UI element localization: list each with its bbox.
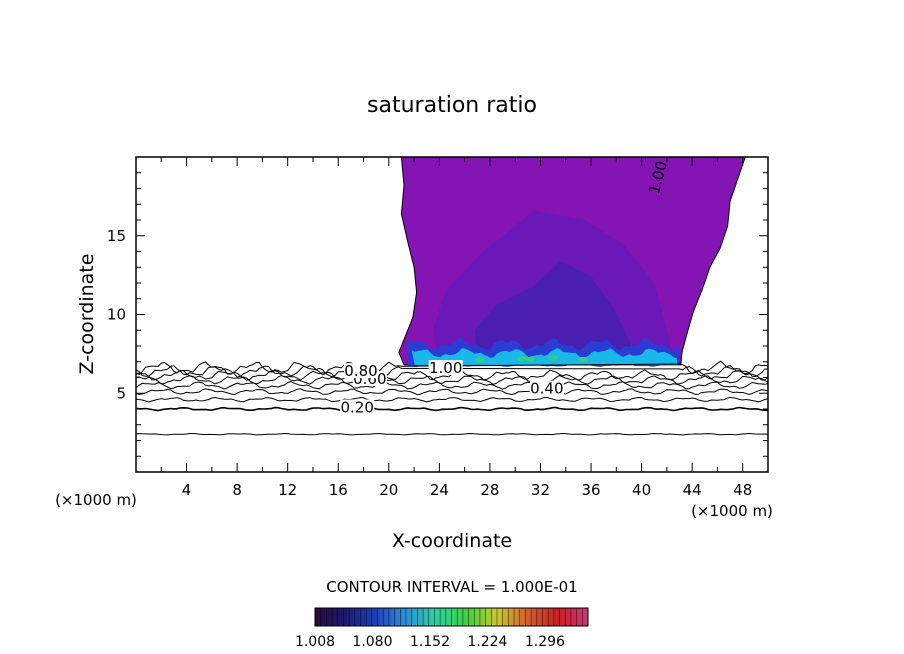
colorbar-label: 1.152: [410, 634, 450, 650]
contour-lines: [135, 360, 769, 436]
y-tick-label: 10: [107, 306, 126, 324]
contour-line-0.2: [135, 406, 769, 412]
contour-label: 0.40: [530, 380, 563, 398]
contour-label-bg: [343, 363, 378, 379]
contour-line-0.8: [135, 364, 769, 378]
y-axis-ticks: 5 10 15: [107, 172, 768, 457]
contour-line-0.6: [135, 374, 769, 385]
x-tick-label: 44: [683, 481, 702, 499]
contour-label: 0.80: [344, 362, 377, 380]
x-tick-label: 32: [531, 481, 550, 499]
x-tick-label: 40: [632, 481, 651, 499]
high-saturation-spot: [516, 356, 527, 362]
saturation-fill-region: [398, 156, 746, 367]
x-unit-right: (×1000 m): [691, 502, 773, 520]
contour-line-0.4: [135, 388, 769, 396]
y-tick-label: 5: [116, 384, 126, 402]
colorbar-label: 1.296: [525, 634, 565, 650]
x-tick-label: 24: [430, 481, 449, 499]
x-axis-ticks: 4 8 12 16 20 24 28 32 36 40 44 48: [160, 157, 752, 499]
chart-title: saturation ratio: [367, 93, 537, 118]
colorbar-label: 1.224: [467, 634, 507, 650]
cloud-core-region: [474, 260, 636, 362]
y-axis-label: Z-coordinate: [76, 254, 98, 375]
contour-line-0.5: [135, 381, 769, 390]
contour-label-bg: [529, 380, 564, 396]
contour-interval-note: CONTOUR INTERVAL = 1.000E-01: [326, 578, 577, 596]
contour-line-0.3: [135, 396, 769, 403]
contour-label: 1.00: [429, 359, 462, 377]
x-tick-label: 4: [182, 481, 192, 499]
colorbar-label: 1.008: [295, 634, 335, 650]
x-tick-label: 20: [379, 481, 398, 499]
x-tick-label: 16: [329, 481, 348, 499]
colorbar-labels: 1.008 1.080 1.152 1.224 1.296: [295, 634, 565, 650]
y-tick-label: 15: [107, 227, 126, 245]
high-saturation-spot: [474, 357, 485, 363]
x-tick-label: 36: [581, 481, 600, 499]
x-tick-label: 48: [733, 481, 752, 499]
high-saturation-spot: [548, 355, 559, 361]
x-tick-label: 12: [278, 481, 297, 499]
colorbar-ticks: [320, 608, 583, 626]
contour-label-bg: [340, 399, 375, 415]
x-unit-left: (×1000 m): [55, 491, 137, 509]
high-saturation-spot: [525, 356, 536, 362]
contour-label-bg: [428, 360, 463, 376]
colorbar-label: 1.080: [352, 634, 392, 650]
x-axis-label: X-coordinate: [392, 530, 512, 552]
contour-label: 0.20: [340, 398, 373, 416]
high-saturation-spot: [578, 356, 589, 362]
x-tick-label: 8: [232, 481, 242, 499]
contour-line-0.9: [135, 360, 769, 376]
x-tick-label: 28: [480, 481, 499, 499]
contour-labels: 0.200.400.600.80 1.001.00: [340, 159, 671, 416]
contour-line-0.1: [135, 432, 769, 436]
